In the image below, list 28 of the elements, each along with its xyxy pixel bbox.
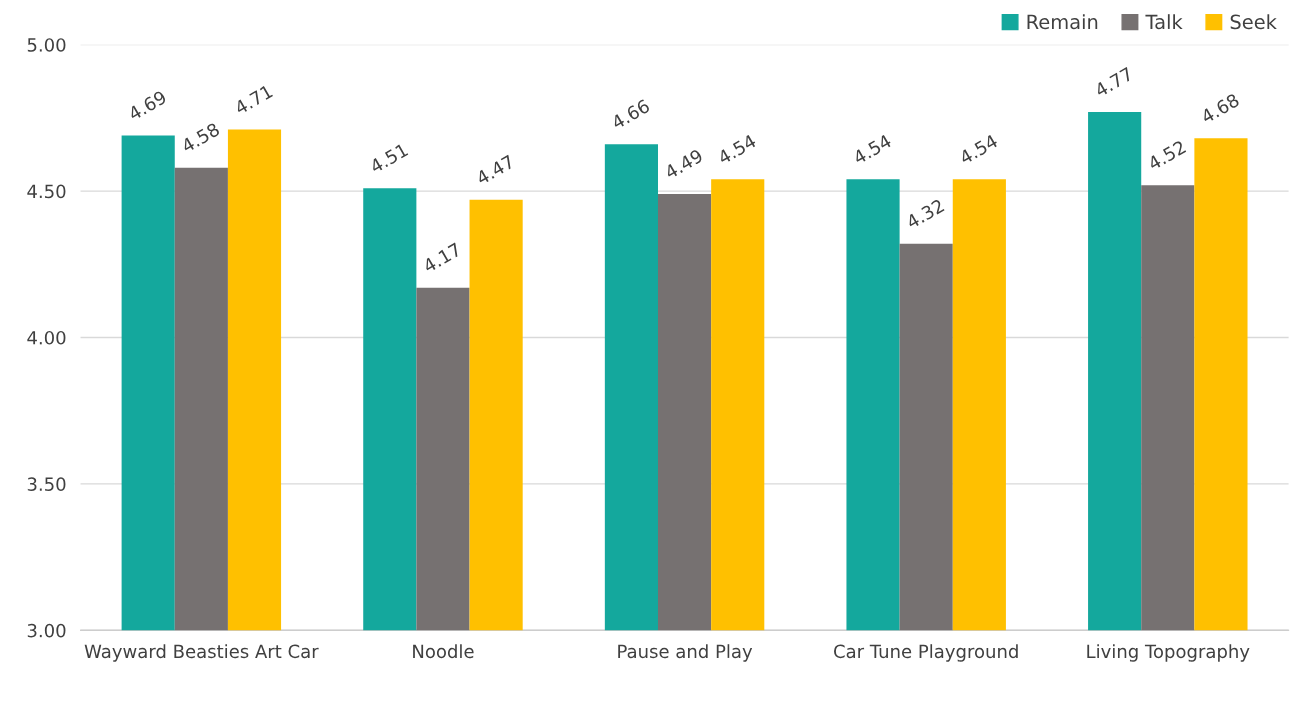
data-label: 4.71: [233, 84, 273, 115]
legend-label: Remain: [1027, 14, 1098, 30]
data-label: 4.49: [663, 148, 704, 180]
data-label: 4.54: [852, 134, 893, 165]
x-tick-label: Pause and Play: [618, 644, 753, 662]
data-label: 4.47: [475, 154, 515, 186]
legend-label: Talk: [1145, 14, 1183, 30]
y-tick-label: 4.00: [27, 330, 66, 345]
x-tick-label: Car Tune Playground: [834, 644, 1018, 662]
y-tick-label: 5.00: [27, 38, 66, 52]
data-label: 4.68: [1200, 92, 1240, 124]
x-tick-label: Wayward Beasties Art Car: [84, 644, 319, 662]
data-label: 4.32: [905, 198, 945, 230]
y-tick-label: 3.50: [27, 477, 66, 492]
legend-label: Seek: [1230, 14, 1277, 30]
data-label: 4.51: [369, 143, 409, 174]
data-label: 4.58: [180, 122, 221, 154]
data-label: 4.54: [716, 134, 757, 165]
x-tick-label: Living Topography: [1087, 644, 1250, 662]
data-label: 4.17: [422, 242, 462, 273]
data-label: 4.54: [958, 134, 999, 165]
x-tick-label: Noodle: [413, 644, 474, 659]
y-tick-label: 4.50: [27, 184, 66, 199]
data-label: 4.66: [610, 98, 651, 130]
data-label: 4.77: [1093, 66, 1134, 98]
data-label: 4.52: [1146, 140, 1187, 171]
y-tick-label: 3.00: [27, 623, 66, 638]
data-label: 4.69: [127, 90, 168, 121]
